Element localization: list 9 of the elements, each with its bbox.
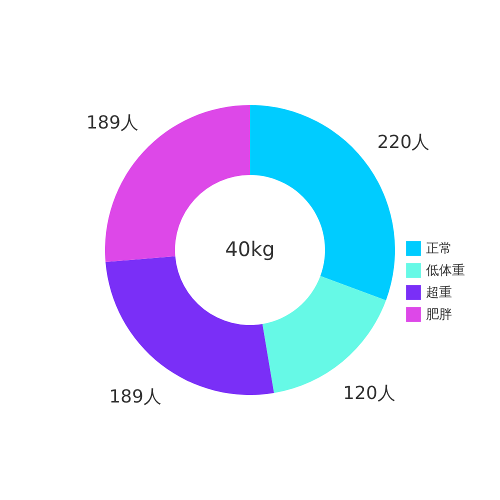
data-label: 120人 xyxy=(343,383,396,404)
legend-label: 肥胖 xyxy=(426,308,452,322)
data-label: 220人 xyxy=(377,132,430,154)
legend-label: 正常 xyxy=(426,242,452,256)
legend-label: 低体重 xyxy=(426,264,465,278)
text: 40kg xyxy=(225,237,275,261)
legend-label: 超重 xyxy=(426,286,452,300)
data-label: 189人 xyxy=(86,112,139,134)
data-label: 189人 xyxy=(109,386,162,408)
